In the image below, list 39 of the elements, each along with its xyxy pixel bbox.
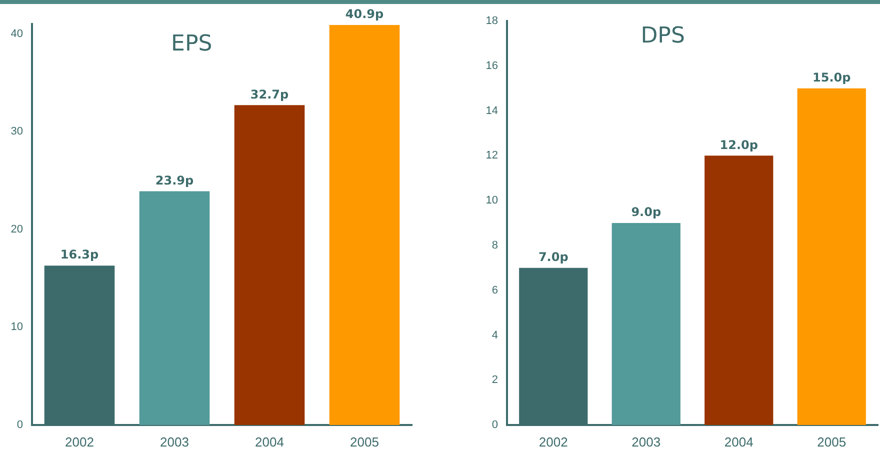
y-tick-label: 18: [486, 15, 498, 28]
y-tick-label: 20: [10, 223, 23, 236]
bar: [797, 88, 866, 425]
bar: [704, 156, 774, 425]
y-tick-label: 16: [486, 60, 498, 72]
data-label: 32.7p: [250, 87, 290, 102]
y-tick-label: 10: [10, 321, 23, 334]
y-tick-label: 4: [492, 329, 498, 342]
y-tick-label: 14: [486, 104, 498, 117]
y-tick-label: 2: [492, 374, 498, 386]
bar: [234, 105, 305, 425]
x-tick-label: 2003: [632, 434, 661, 450]
y-tick-label: 40: [10, 28, 23, 40]
data-label: 15.0p: [812, 70, 852, 84]
data-label: 40.9p: [345, 7, 384, 22]
x-tick-label: 2004: [724, 434, 754, 450]
data-label: 16.3p: [60, 248, 100, 262]
x-tick-label: 2002: [65, 434, 94, 450]
x-tick-label: 2003: [160, 434, 189, 450]
chart-title: EPS: [171, 32, 212, 57]
y-tick-label: 0: [16, 419, 23, 432]
data-label: 7.0p: [538, 250, 569, 264]
bar: [329, 24, 400, 425]
y-tick-label: 12: [486, 150, 498, 162]
data-label: 12.0p: [720, 138, 758, 152]
y-tick-label: 6: [492, 284, 498, 296]
y-tick-label: 30: [10, 126, 23, 138]
x-tick-label: 2002: [538, 434, 568, 450]
y-tick-label: 8: [492, 239, 498, 252]
y-tick-label: 10: [486, 194, 498, 207]
y-tick-label: 0: [492, 419, 498, 432]
data-label: 23.9p: [155, 173, 194, 188]
data-label: 9.0p: [631, 205, 662, 220]
x-tick-label: 2004: [255, 434, 284, 450]
chart-title: DPS: [640, 24, 685, 49]
x-tick-label: 2005: [350, 434, 379, 450]
x-tick-label: 2005: [817, 434, 846, 450]
bar: [139, 191, 210, 425]
bar: [612, 223, 680, 425]
